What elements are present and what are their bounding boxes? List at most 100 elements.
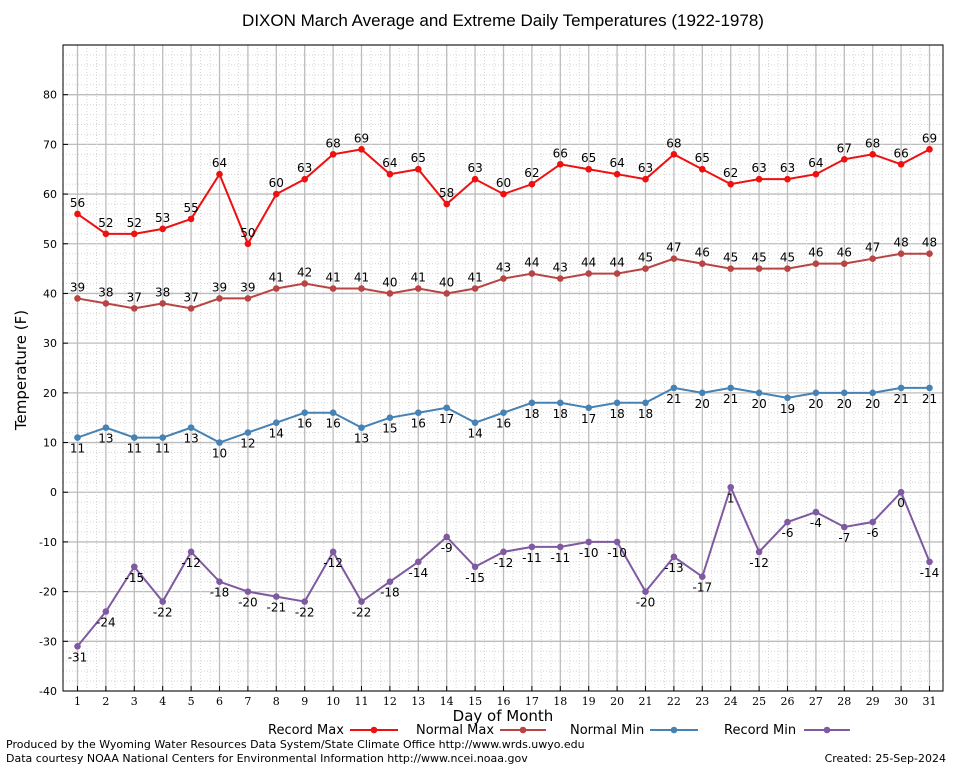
data-label: 41 — [467, 270, 482, 284]
data-label: -17 — [692, 581, 712, 595]
x-tick-label: 23 — [695, 695, 709, 708]
data-label: 53 — [155, 211, 170, 225]
data-label: 10 — [212, 447, 227, 461]
data-label: -15 — [124, 571, 144, 585]
data-point — [443, 290, 451, 297]
x-tick-label: 18 — [553, 695, 567, 708]
data-label: 12 — [240, 437, 255, 451]
data-point — [926, 250, 933, 258]
x-tick-label: 12 — [383, 695, 397, 708]
data-label: 41 — [354, 270, 369, 284]
data-point — [670, 553, 678, 561]
data-label: 11 — [155, 442, 170, 456]
data-point — [642, 265, 649, 272]
legend: Record Max Normal Max Normal Min Record Min — [268, 723, 850, 738]
data-label: 14 — [467, 427, 482, 441]
data-label: 18 — [638, 407, 653, 421]
x-tick-label: 27 — [809, 695, 823, 708]
data-point — [528, 270, 536, 277]
data-label: -11 — [550, 551, 570, 565]
data-label: -31 — [68, 650, 88, 664]
data-label: 20 — [695, 397, 710, 411]
data-point — [926, 384, 933, 392]
data-point — [670, 151, 678, 158]
data-label: 46 — [808, 246, 823, 260]
legend-item: Record Min — [724, 723, 850, 738]
x-tick-label: 6 — [216, 695, 223, 708]
legend-label: Normal Min — [570, 723, 644, 738]
data-label: -6 — [782, 526, 794, 540]
y-tick-label: 0 — [50, 486, 57, 499]
data-label: 18 — [553, 407, 568, 421]
data-label: 37 — [127, 290, 142, 304]
data-point — [727, 384, 734, 392]
data-label: 68 — [666, 136, 681, 150]
data-label: 16 — [325, 417, 340, 431]
data-point — [471, 285, 479, 292]
data-point — [585, 165, 592, 173]
data-point — [699, 573, 706, 581]
data-label: 20 — [751, 397, 766, 411]
x-tick-label: 7 — [244, 695, 251, 708]
data-label: 42 — [297, 266, 312, 280]
y-tick-label: 60 — [43, 188, 57, 201]
y-tick-label: 10 — [43, 437, 57, 450]
data-label: -10 — [607, 546, 627, 560]
data-label: 0 — [897, 496, 905, 510]
data-point — [131, 230, 138, 238]
data-point — [784, 518, 791, 526]
data-point — [159, 225, 166, 233]
data-label: -11 — [522, 551, 542, 565]
data-label: 64 — [609, 156, 624, 170]
data-point — [613, 270, 621, 277]
legend-label: Record Min — [724, 723, 796, 738]
data-label: 64 — [808, 156, 823, 170]
x-tick-label: 19 — [582, 695, 596, 708]
data-point — [273, 419, 280, 426]
data-point — [187, 305, 195, 312]
data-label: 67 — [837, 141, 852, 155]
data-point — [869, 151, 876, 158]
data-label: -9 — [441, 541, 453, 555]
data-point — [131, 434, 138, 441]
data-label: 63 — [751, 161, 766, 175]
x-tick-label: 28 — [837, 695, 851, 708]
data-point — [528, 543, 536, 551]
y-tick-label: -30 — [39, 635, 57, 648]
data-point — [74, 434, 81, 441]
data-point — [841, 260, 848, 267]
data-point — [102, 300, 110, 307]
x-tick-label: 13 — [411, 695, 425, 708]
data-point — [812, 389, 820, 397]
data-point — [244, 429, 252, 436]
x-tick-label: 29 — [866, 695, 880, 708]
data-point — [244, 295, 252, 302]
x-tick-label: 8 — [273, 695, 280, 708]
data-point — [784, 394, 791, 402]
x-tick-label: 21 — [639, 695, 653, 708]
data-point — [415, 285, 422, 292]
data-point — [102, 424, 110, 431]
data-label: 64 — [382, 156, 397, 170]
data-point — [131, 305, 138, 312]
data-point — [244, 240, 252, 248]
data-label: 66 — [553, 146, 568, 160]
data-label: 13 — [183, 432, 198, 446]
data-point — [187, 548, 195, 556]
data-point — [329, 409, 337, 417]
data-point — [187, 215, 195, 223]
data-point — [216, 295, 223, 302]
series-normal-max: 39 38 37 38 37 39 39 41 42 41 41 40 41 40 41 43 44 43 44 44… — [70, 236, 937, 312]
legend-item: Normal Min — [570, 723, 698, 738]
data-point — [642, 588, 649, 595]
legend-marker — [519, 726, 527, 734]
data-label: 21 — [723, 392, 738, 406]
y-tick-label: 40 — [43, 287, 57, 300]
x-tick-label: 14 — [440, 695, 454, 708]
data-point — [613, 170, 621, 178]
data-label: 44 — [609, 256, 624, 270]
data-label: 58 — [439, 186, 454, 200]
data-point — [358, 598, 365, 605]
y-tick-label: 50 — [43, 238, 57, 251]
